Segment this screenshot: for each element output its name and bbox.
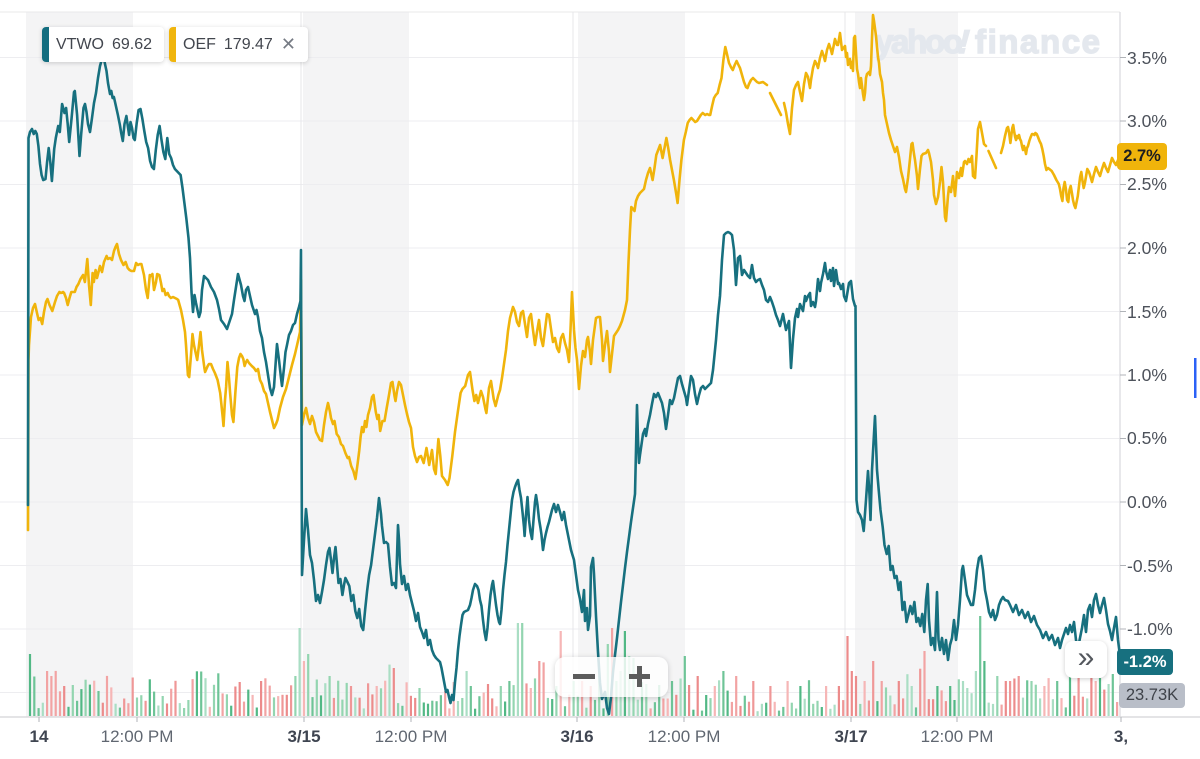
svg-text:finance: finance xyxy=(975,23,1100,60)
svg-text:yahoo: yahoo xyxy=(875,23,963,60)
